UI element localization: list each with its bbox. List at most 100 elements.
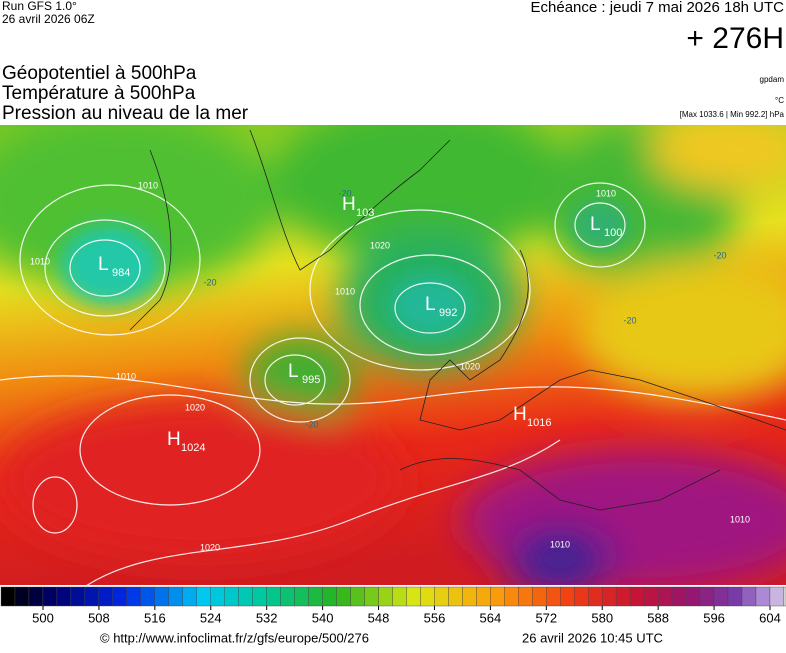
colorbar-swatch [14,586,30,607]
colorbar-swatch [699,586,715,607]
colorbar-swatch [671,586,687,607]
contour-label: 1020 [460,361,480,371]
contour-label: 1010 [335,286,355,296]
contour-label: 1010 [116,371,136,381]
colorbar-tick-label: 524 [200,610,222,625]
colorbar-swatch [294,586,309,607]
colorbar-swatch [112,586,128,607]
colorbar-swatch [462,586,477,607]
contour-label: 1010 [730,514,750,524]
colorbar-swatch [238,586,253,607]
contour-label: 1020 [370,240,390,250]
colorbar-tick-label: 580 [591,610,613,625]
pressure-center-value: 103 [356,207,374,219]
colorbar-swatch [741,586,757,607]
colorbar-swatch [336,586,351,607]
unit-label: °C [775,96,784,105]
colorbar-swatch [350,586,365,607]
contour-label: -20 [203,277,216,287]
colorbar-tick-label: 532 [256,610,278,625]
colorbar-swatch [364,586,379,607]
valid-time: Echéance : jeudi 7 mai 2026 18h UTC [531,0,785,16]
colorbar-swatch [406,586,421,607]
run-date: 26 avril 2026 06Z [2,12,95,26]
colorbar-tick-label: 516 [144,610,166,625]
pressure-center-letter: L [590,214,601,235]
pressure-center-letter: L [425,294,436,315]
colorbar-swatch [0,586,16,607]
colorbar-swatch [587,586,603,607]
colorbar-swatch [434,586,449,607]
colorbar-tick-label: 604 [759,610,781,625]
pressure-center-letter: L [288,361,299,382]
colorbar-swatch [252,586,267,607]
colorbar-swatch [266,586,281,607]
contour-label: -20 [713,250,726,260]
contour-label: 1010 [550,539,570,549]
colorbar-swatch [518,586,533,607]
contour-label: 1020 [200,542,220,552]
colorbar-swatch [783,586,786,607]
pressure-center-value: 1024 [181,442,205,454]
colorbar-swatch [56,586,72,607]
title: Température à 500hPa [2,83,196,104]
contour-label: -20 [338,188,351,198]
footer-url: © http://www.infoclimat.fr/z/gfs/europe/… [100,630,369,645]
colorbar-swatch [154,586,169,607]
colorbar-swatch [126,586,142,607]
colorbar-swatch [70,586,86,607]
contour-label: 1020 [185,402,205,412]
lead-time: + 276H [686,22,784,55]
colorbar-swatch [182,586,197,607]
pressure-center-value: 1016 [527,417,551,429]
colorbar-tick-label: 556 [424,610,446,625]
colorbar-swatch [504,586,519,607]
colorbar-swatch [560,586,575,607]
coastlines [129,129,786,511]
colorbar-swatch [727,586,743,607]
pressure-center-letter: H [167,429,181,450]
colorbar-swatch [574,586,589,607]
run-label: Run GFS 1.0° [2,0,77,13]
colorbar-swatch [476,586,491,607]
colorbar-swatch [224,586,239,607]
colorbar-swatch [196,586,211,607]
isobars [0,182,786,585]
header: Run GFS 1.0° 26 avril 2026 06Z Echéance … [2,0,785,124]
pressure-center-value: 992 [439,307,457,319]
colorbar-swatch [98,586,114,607]
title: Géopotentiel à 500hPa [2,63,197,84]
colorbar-swatch [392,586,407,607]
colorbar-swatch [420,586,435,607]
footer-date: 26 avril 2026 10:45 UTC [522,630,663,645]
contour-label: -20 [623,315,636,325]
colorbar-swatch [84,586,100,607]
colorbar-swatch [280,586,295,607]
colorbar-tick-label: 564 [480,610,502,625]
colorbar-swatch [713,586,729,607]
pressure-center-value: 984 [112,267,130,279]
unit-label: gpdam [760,75,785,84]
colorbar: 500 508 516 524 532 540 548 556 564 572 580 588 596 6… [0,586,786,625]
colorbar-swatch [615,586,631,607]
colorbar-tick-label: 500 [32,610,54,625]
colorbar-swatch [755,586,771,607]
pressure-center-letter: H [513,404,527,425]
contour-label: 1010 [596,188,616,198]
colorbar-swatch [685,586,701,607]
unit-label: [Max 1033.6 | Min 992.2] hPa [680,110,785,119]
colorbar-swatch [490,586,505,607]
colorbar-swatch [546,586,561,607]
colorbar-tick-label: 572 [535,610,557,625]
colorbar-swatch [769,586,785,607]
colorbar-swatch [532,586,547,607]
colorbar-swatch [308,586,323,607]
colorbar-tick-label: 596 [703,610,725,625]
colorbar-swatch [42,586,58,607]
title: Pression au niveau de la mer [2,103,249,124]
contour-label: 1010 [30,256,50,266]
pressure-center-letter: L [98,254,109,275]
colorbar-tick-label: 540 [312,610,334,625]
colorbar-swatch [168,586,183,607]
